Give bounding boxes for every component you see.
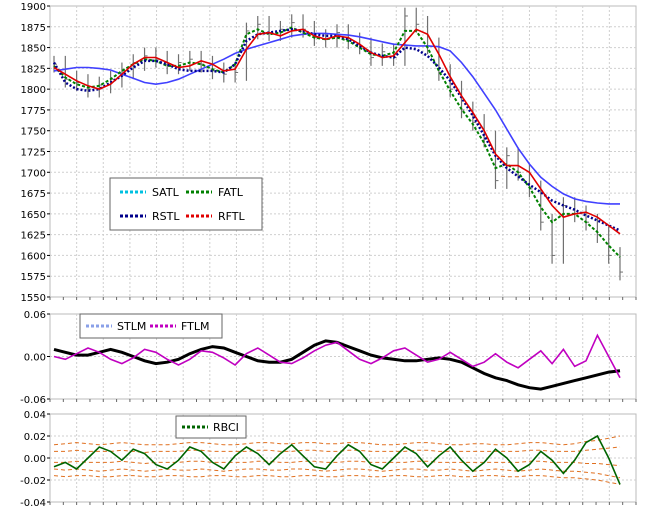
legend-label-fatl: FATL xyxy=(218,186,244,199)
y-tick-label: 1625 xyxy=(21,231,46,242)
y-tick-label: 1550 xyxy=(21,293,46,304)
y-tick-label: 1825 xyxy=(21,64,46,75)
series-line-rstl xyxy=(52,28,621,232)
y-tick-label: 1725 xyxy=(21,148,46,159)
series-line-rftl xyxy=(53,28,621,235)
y-tick-label: 1575 xyxy=(21,272,46,283)
y-tick-label: 1875 xyxy=(21,23,46,34)
series-line-ftlm xyxy=(53,333,621,379)
band-line xyxy=(54,446,621,454)
y-tick-label: -0.02 xyxy=(20,476,46,487)
legend-label-rbci: RBCI xyxy=(213,421,239,434)
y-tick-label: 1900 xyxy=(21,2,46,13)
series-line-satl xyxy=(53,32,620,205)
rbci-legend-box xyxy=(175,415,247,439)
y-tick-label: 0.02 xyxy=(24,432,46,443)
legend-label-rftl: RFTL xyxy=(218,210,245,223)
y-tick-label: 0.00 xyxy=(24,353,46,364)
axis-layer: 1550 1575 1600 1625 1650 1675 1700 1725 1750 1775… xyxy=(20,2,637,509)
legend-label-rstl: RSTL xyxy=(152,210,180,223)
y-tick-label: 1600 xyxy=(21,251,46,262)
band-layer xyxy=(53,435,621,485)
series-layer xyxy=(52,26,621,485)
rbci-legend: RBCI xyxy=(175,415,247,439)
oscillator-legend: STLM FTLM xyxy=(79,313,223,339)
y-tick-label: -0.06 xyxy=(20,395,46,406)
series-line-rbci xyxy=(53,434,621,485)
y-tick-label: 1800 xyxy=(21,85,46,96)
grid-layer xyxy=(50,6,636,502)
y-tick-label: 0.00 xyxy=(24,454,46,465)
legend-label-satl: SATL xyxy=(152,186,180,199)
band-line xyxy=(53,435,621,446)
y-tick-label: 1750 xyxy=(21,127,46,138)
y-tick-label: 1700 xyxy=(21,168,46,179)
y-tick-label: 0.04 xyxy=(24,410,46,421)
series-line-fatl xyxy=(53,26,621,258)
y-tick-label: 1650 xyxy=(21,210,46,221)
y-tick-label: -0.04 xyxy=(20,498,46,509)
band-line xyxy=(53,475,621,485)
y-tick-label: 1675 xyxy=(21,189,46,200)
band-line xyxy=(54,460,621,467)
y-tick-label: 1850 xyxy=(21,44,46,55)
legend-label-stlm: STLM xyxy=(117,320,146,333)
price-legend: SATL FATL RSTL RFTL xyxy=(109,177,263,231)
y-tick-label: 0.06 xyxy=(24,310,46,321)
price-legend-box xyxy=(109,177,263,231)
band-line xyxy=(53,468,621,479)
legend-label-ftlm: FTLM xyxy=(181,320,209,333)
y-tick-label: 1775 xyxy=(21,106,46,117)
